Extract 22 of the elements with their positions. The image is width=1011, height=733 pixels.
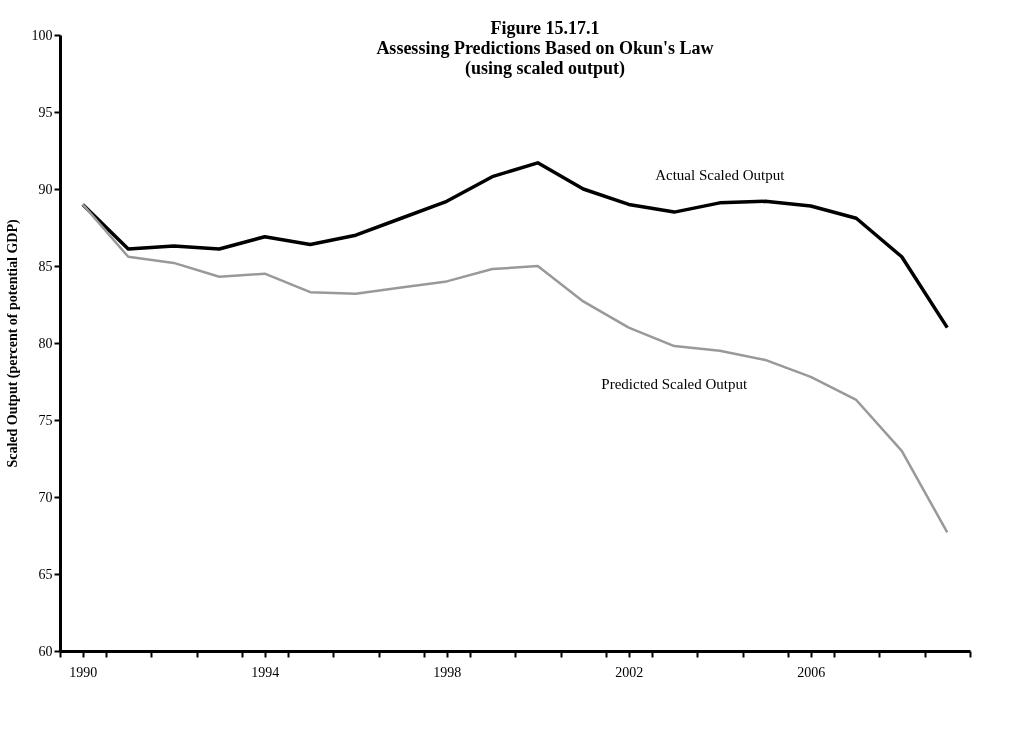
series-label: Actual Scaled Output xyxy=(655,166,786,183)
line-series xyxy=(81,203,949,534)
y-tick-label: 95 xyxy=(38,104,53,120)
y-axis-title: Scaled Output (percent of potential GDP) xyxy=(4,219,21,468)
x-tick-label: 1998 xyxy=(433,664,462,680)
line-series xyxy=(81,161,949,330)
y-tick-label: 85 xyxy=(38,258,53,274)
y-tick-label: 65 xyxy=(38,566,53,582)
text: (using scaled output) xyxy=(464,58,626,78)
y-tick-label: 70 xyxy=(38,489,53,505)
x-tick-label: 1994 xyxy=(251,664,280,680)
text: Assessing Predictions Based on Okun's Law xyxy=(376,38,714,58)
x-tick-label: 2006 xyxy=(797,664,826,680)
y-tick-label: 75 xyxy=(38,412,53,428)
y-tick-label: 90 xyxy=(38,181,53,197)
text: Figure 15.17.1 xyxy=(490,18,600,38)
x-tick-label: 1990 xyxy=(69,664,98,680)
y-tick-label: 60 xyxy=(38,643,53,659)
y-tick-label: 80 xyxy=(38,335,53,351)
series-label: Predicted Scaled Output xyxy=(601,376,748,393)
y-tick-label: 100 xyxy=(31,27,53,43)
x-tick-label: 2002 xyxy=(615,664,644,680)
